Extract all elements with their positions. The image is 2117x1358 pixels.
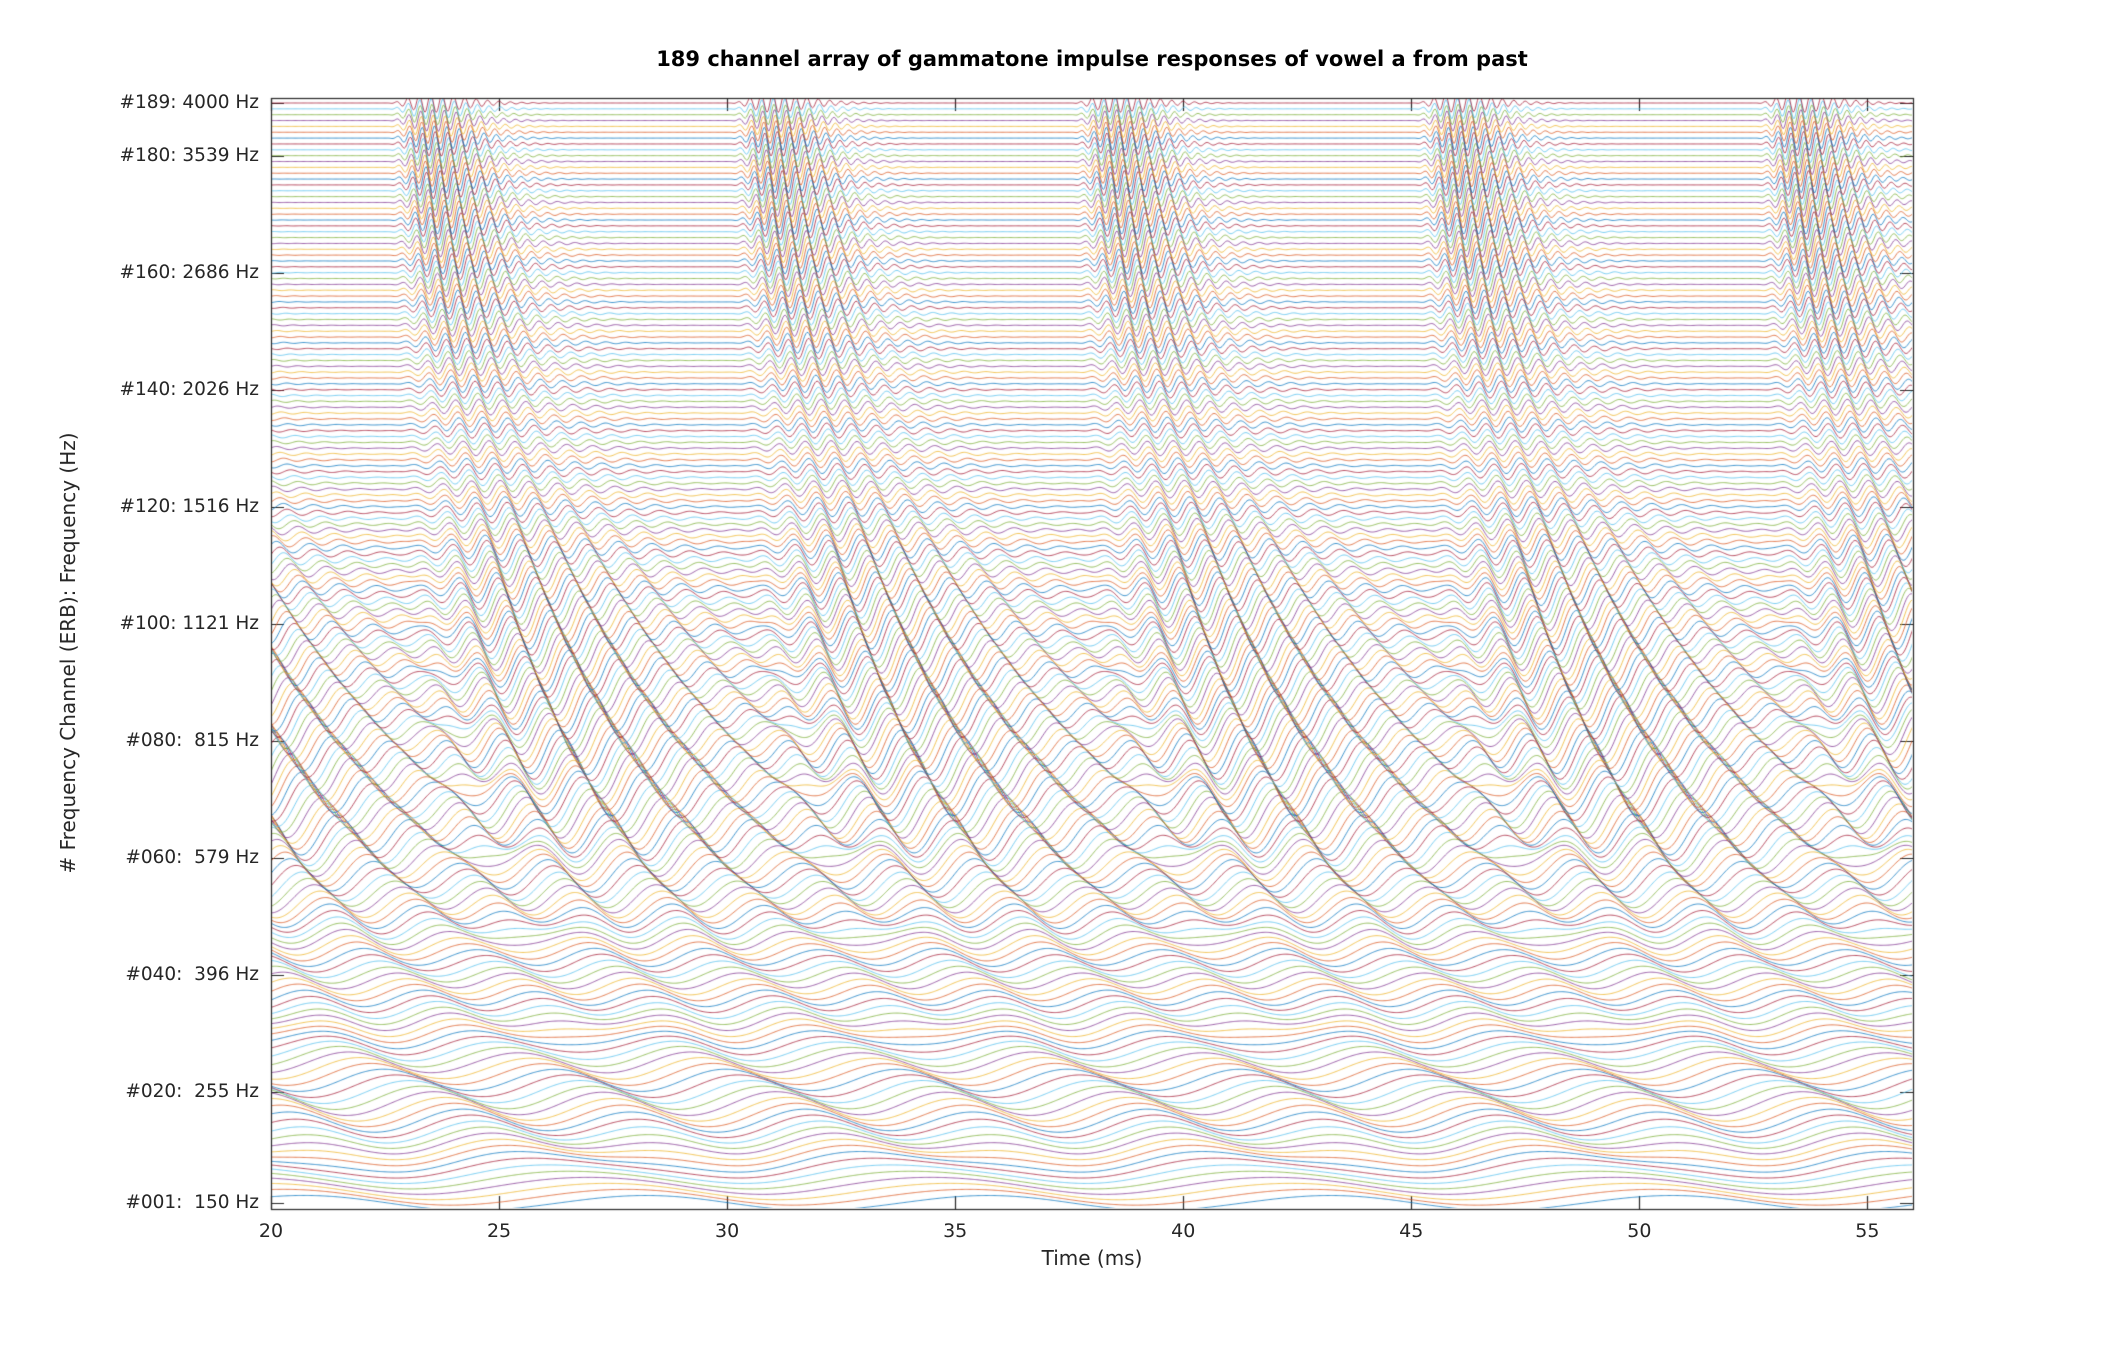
x-tick-label-50: 50	[1627, 1220, 1652, 1242]
x-tick-label-40: 40	[1171, 1220, 1196, 1242]
x-axis-label: Time (ms)	[1041, 1246, 1143, 1270]
y-tick-label-ch060: #060: 579 Hz	[125, 846, 259, 868]
y-tick-label-ch120: #120: 1516 Hz	[119, 495, 259, 517]
x-tick-label-20: 20	[258, 1220, 284, 1242]
x-tick-label-55: 55	[1855, 1220, 1880, 1242]
y-tick-label-ch160: #160: 2686 Hz	[119, 261, 259, 283]
y-tick-label-ch020: #020: 255 Hz	[125, 1080, 259, 1102]
y-tick-label-ch040: #040: 396 Hz	[125, 963, 259, 985]
y-tick-label-ch180: #180: 3539 Hz	[119, 144, 259, 166]
x-tick-label-30: 30	[715, 1220, 740, 1242]
y-tick-label-ch080: #080: 815 Hz	[125, 729, 259, 751]
y-tick-label-ch140: #140: 2026 Hz	[119, 378, 259, 400]
x-tick-label-25: 25	[486, 1220, 512, 1242]
x-tick-label-35: 35	[943, 1220, 968, 1242]
y-tick-label-ch100: #100: 1121 Hz	[119, 612, 259, 634]
y-tick-label-ch001: #001: 150 Hz	[125, 1192, 259, 1213]
chart-title: 189 channel array of gammatone impulse r…	[656, 47, 1528, 71]
y-tick-label-ch189: #189: 4000 Hz	[119, 92, 259, 113]
x-tick-label-45: 45	[1399, 1220, 1424, 1242]
